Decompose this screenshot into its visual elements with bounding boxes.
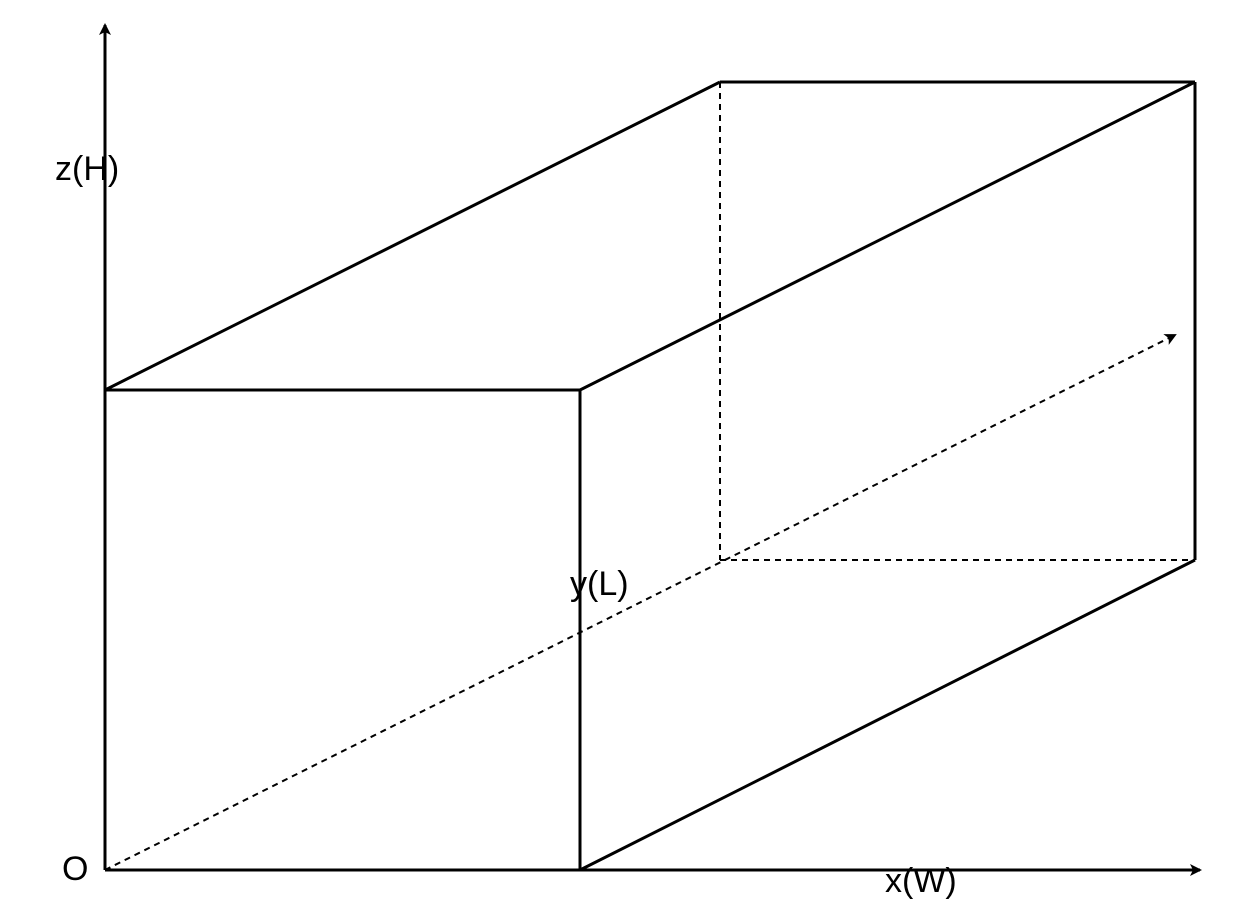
- y-axis-label: y(L): [570, 565, 629, 604]
- box-right-bottom-edge: [580, 560, 1195, 870]
- box-top-right-edge: [580, 82, 1195, 390]
- y-axis: [105, 335, 1175, 870]
- origin-label: O: [62, 850, 88, 889]
- coordinate-diagram: [0, 0, 1240, 914]
- box-top-left-edge: [105, 82, 720, 390]
- x-axis-label: x(W): [885, 862, 957, 901]
- z-axis-label: z(H): [55, 150, 119, 189]
